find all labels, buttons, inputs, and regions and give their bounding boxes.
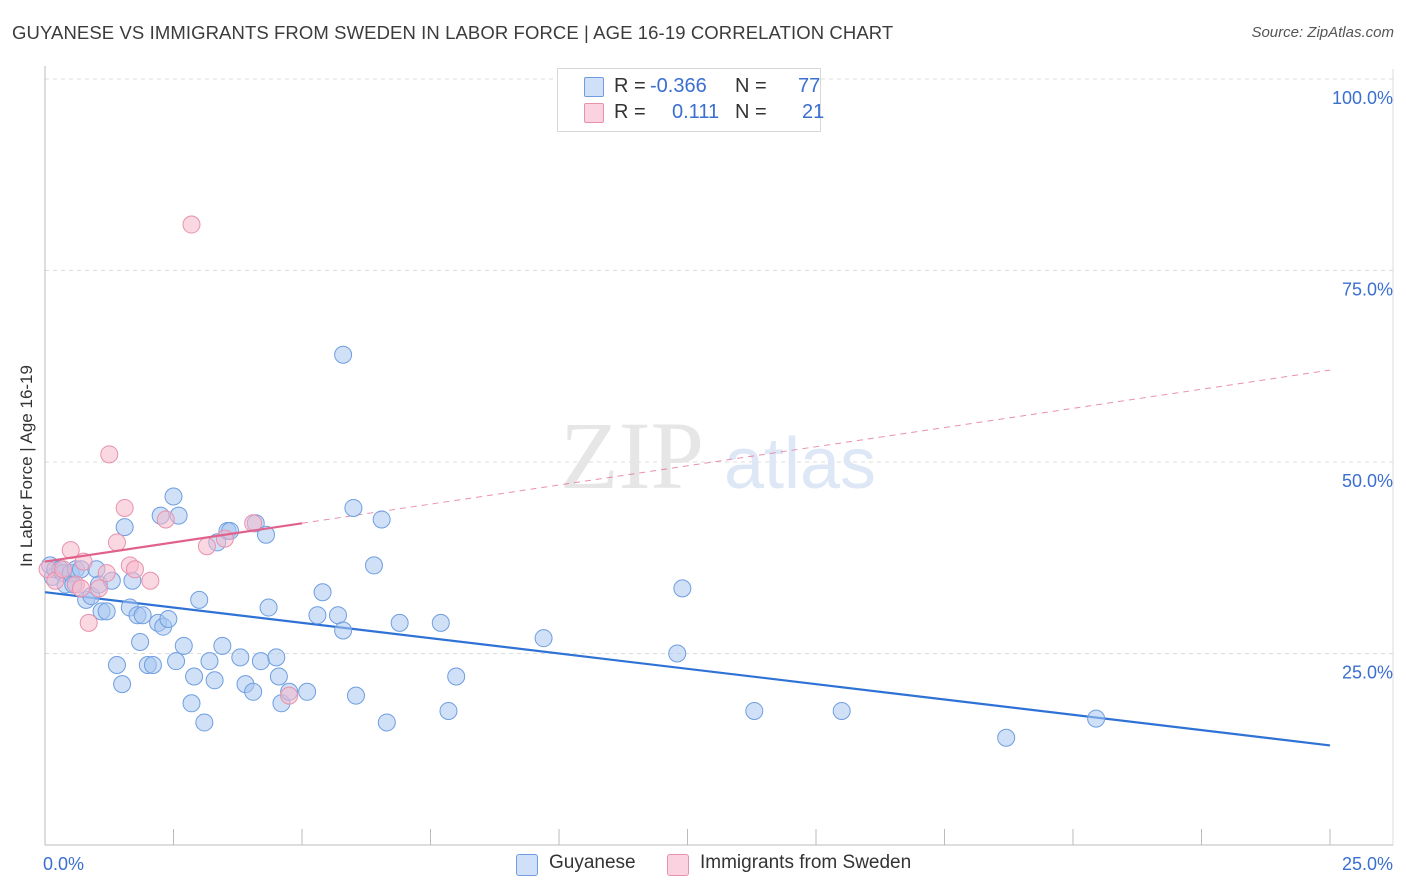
sweden-point: [115, 498, 134, 517]
guyanese-point: [205, 671, 224, 690]
guyanese-point: [115, 518, 134, 537]
guyanese-point: [447, 667, 466, 686]
guyanese-point: [133, 606, 152, 625]
y-tick-label: 50.0%: [1342, 471, 1393, 491]
sweden-point: [89, 579, 108, 598]
sweden-point: [79, 613, 98, 632]
guyanese-point: [439, 701, 458, 720]
watermark: ZIP atlas: [560, 402, 876, 509]
guyanese-point: [131, 633, 150, 652]
guyanese-point: [673, 579, 692, 598]
bottom-legend-label: Immigrants from Sweden: [700, 852, 912, 873]
guyanese-point: [267, 648, 286, 667]
sweden-point: [125, 560, 144, 579]
guyanese-point: [195, 713, 214, 732]
legend-r-label: R =: [614, 101, 646, 123]
correlation-legend: R = -0.366 N = 77 R = 0.111 N = 21: [557, 68, 825, 132]
legend-r-value: 0.111: [672, 101, 720, 123]
watermark-zip: ZIP: [560, 402, 704, 509]
sweden-point: [97, 564, 116, 583]
axis-layer: [44, 66, 1393, 846]
y-axis-label: In Labor Force | Age 16-19: [17, 365, 36, 567]
trend-layer: [44, 369, 1331, 747]
sweden-point: [107, 533, 126, 552]
guyanese-point: [298, 682, 317, 701]
guyanese-trend-line: [44, 591, 1331, 747]
guyanese-point: [167, 652, 186, 671]
watermark-atlas: atlas: [724, 424, 876, 504]
guyanese-point: [159, 610, 178, 629]
guyanese-point: [200, 652, 219, 671]
legend-n-value: 77: [798, 75, 821, 97]
guyanese-point: [213, 636, 232, 655]
legend-n-label: N =: [735, 101, 767, 123]
guyanese-point: [107, 655, 126, 674]
sweden-point: [280, 686, 299, 705]
guyanese-point: [1087, 709, 1106, 728]
guyanese-point: [244, 682, 263, 701]
guyanese-point: [185, 667, 204, 686]
guyanese-point: [431, 613, 450, 632]
sweden-point: [156, 510, 175, 529]
sweden-point: [141, 571, 160, 590]
sweden-point: [244, 514, 263, 533]
guyanese-point: [344, 498, 363, 517]
guyanese-point: [832, 701, 851, 720]
chart-title: GUYANESE VS IMMIGRANTS FROM SWEDEN IN LA…: [12, 22, 894, 43]
bottom-legend-label: Guyanese: [549, 852, 636, 873]
guyanese-point: [364, 556, 383, 575]
legend-r-label: R =: [614, 75, 646, 97]
sweden-trend-line: [44, 522, 303, 563]
guyanese-point: [668, 644, 687, 663]
legend-n-label: N =: [735, 75, 767, 97]
guyanese-point: [334, 621, 353, 640]
y-tick-label: 25.0%: [1342, 663, 1393, 683]
guyanese-point: [97, 602, 116, 621]
guyanese-point: [346, 686, 365, 705]
guyanese-point: [251, 652, 270, 671]
bottom-legend-swatch-guyanese: [516, 854, 538, 876]
guyanese-point: [143, 655, 162, 674]
bottom-legend-swatch-sweden: [667, 854, 689, 876]
x-tick-label: 25.0%: [1342, 854, 1393, 874]
source-label: Source: ZipAtlas.com: [1251, 24, 1394, 41]
sweden-trend-extension: [301, 369, 1331, 524]
x-tick-label: 0.0%: [43, 854, 84, 874]
sweden-point: [100, 445, 119, 464]
legend-n-value: 21: [802, 101, 825, 123]
guyanese-point: [190, 590, 209, 609]
sweden-point: [71, 579, 90, 598]
guyanese-point: [745, 701, 764, 720]
sweden-point: [197, 537, 216, 556]
guyanese-point: [182, 694, 201, 713]
guyanese-point: [334, 345, 353, 364]
legend-r-value: -0.366: [650, 75, 707, 97]
guyanese-point: [174, 636, 193, 655]
guyanese-point: [372, 510, 391, 529]
legend-swatch-sweden: [584, 103, 604, 123]
sweden-point: [182, 215, 201, 234]
tick-label-layer: 25.0% 50.0% 75.0% 100.0% 0.0% 25.0%: [43, 88, 1393, 874]
y-tick-label: 100.0%: [1332, 88, 1393, 108]
guyanese-point: [269, 667, 288, 686]
guyanese-point: [377, 713, 396, 732]
legend-swatch-guyanese: [584, 77, 604, 97]
guyanese-point: [308, 606, 327, 625]
guyanese-point: [534, 629, 553, 648]
guyanese-point: [997, 728, 1016, 747]
y-tick-label: 75.0%: [1342, 280, 1393, 300]
sweden-point: [53, 560, 72, 579]
guyanese-point: [390, 613, 409, 632]
guyanese-point: [257, 525, 276, 544]
guyanese-point: [113, 675, 132, 694]
sweden-point: [215, 529, 234, 548]
guyanese-point: [259, 598, 278, 617]
guyanese-point: [164, 487, 183, 506]
guyanese-point: [231, 648, 250, 667]
guyanese-point: [328, 606, 347, 625]
point-layer: [38, 215, 1106, 747]
guyanese-point: [313, 583, 332, 602]
